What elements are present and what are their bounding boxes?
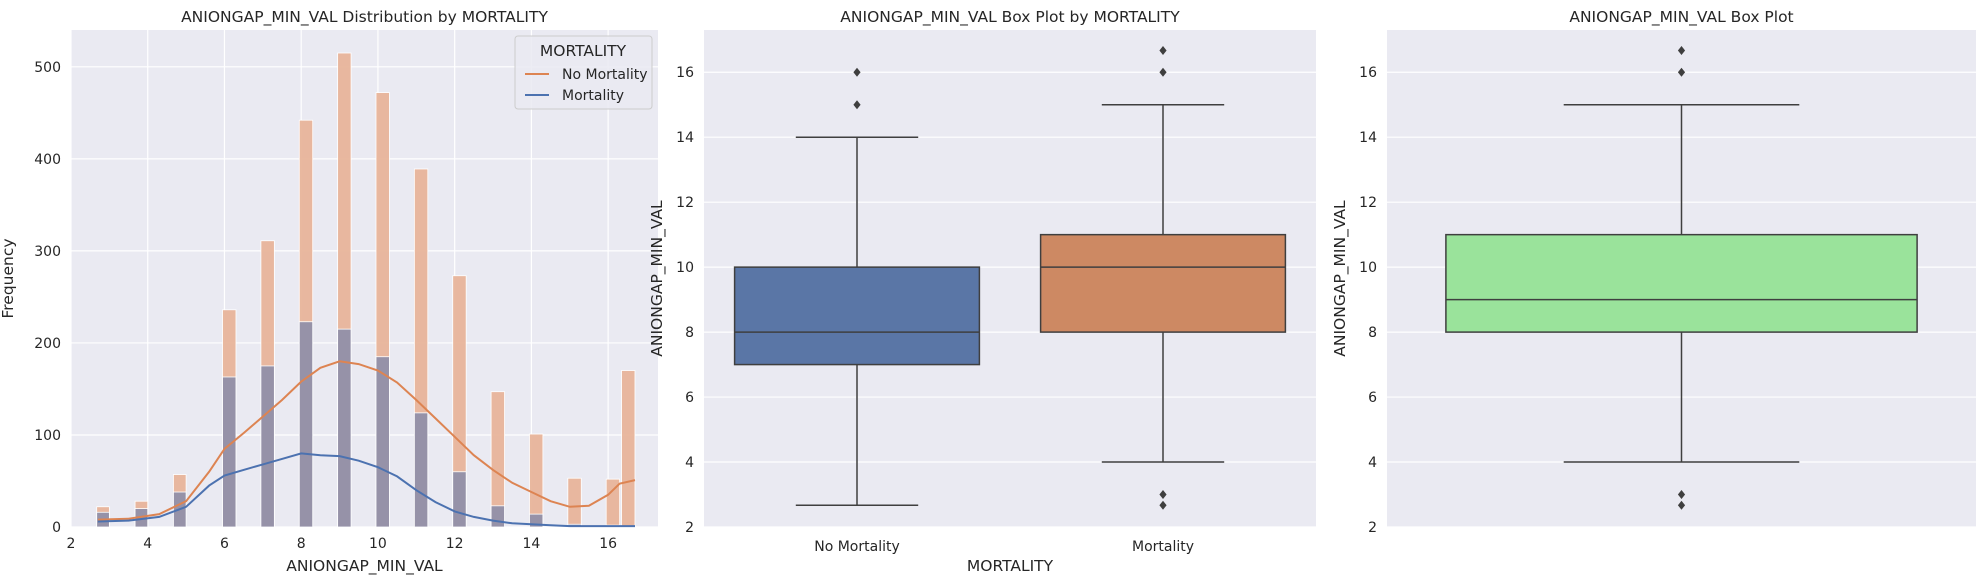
y-tick-label: 4 bbox=[1368, 455, 1377, 471]
y-tick-label: 12 bbox=[1359, 195, 1377, 211]
legend-title: MORTALITY bbox=[540, 42, 627, 60]
y-tick-label: 0 bbox=[52, 520, 61, 536]
outlier-point bbox=[1159, 45, 1167, 55]
legend-entry: No Mortality bbox=[562, 67, 648, 83]
y-tick-label: 10 bbox=[676, 260, 694, 276]
outlier-point bbox=[1677, 500, 1686, 510]
outlier-point bbox=[853, 100, 861, 110]
bar-no-mortality bbox=[529, 433, 544, 528]
panel-2: ANIONGAP_MIN_VAL Box Plot by MORTALITY 2 4… bbox=[648, 8, 1316, 575]
y-tick-label: 2 bbox=[1368, 520, 1377, 536]
x-tick-label: 2 bbox=[67, 536, 76, 552]
y-tick-label: 10 bbox=[1359, 260, 1377, 276]
iqr-box bbox=[1039, 233, 1287, 333]
bar-mortality bbox=[452, 471, 467, 528]
outlier-point bbox=[1677, 45, 1686, 55]
x-axis-label: MORTALITY bbox=[967, 557, 1054, 575]
x-tick-label: No Mortality bbox=[814, 539, 900, 555]
y-tick-label: 300 bbox=[34, 244, 61, 260]
y-tick-label: 14 bbox=[1359, 130, 1377, 146]
y-tick-label: 16 bbox=[676, 65, 694, 81]
panel-3: ANIONGAP_MIN_VAL Box Plot 2 4 6 8 10 12 14 16 ANI… bbox=[1331, 8, 1976, 536]
outlier-point bbox=[1159, 500, 1167, 510]
iqr-box bbox=[1445, 233, 1918, 333]
bar-mortality bbox=[375, 356, 390, 528]
kde-line-mortality bbox=[97, 452, 635, 528]
y-tick-label: 2 bbox=[685, 520, 694, 536]
outlier-point bbox=[1159, 67, 1167, 77]
y-tick-label: 500 bbox=[34, 60, 61, 76]
y-tick-label: 8 bbox=[685, 325, 694, 341]
box-0 bbox=[733, 67, 981, 506]
x-tick-label: 8 bbox=[297, 536, 306, 552]
iqr-box bbox=[733, 266, 981, 366]
bar-mortality bbox=[413, 412, 429, 528]
y-tick-label: 12 bbox=[676, 195, 694, 211]
y-tick-label: 6 bbox=[685, 390, 694, 406]
outlier-point bbox=[1677, 490, 1686, 500]
x-tick-label: 6 bbox=[220, 536, 229, 552]
chart-title: ANIONGAP_MIN_VAL Distribution by MORTALI… bbox=[181, 8, 548, 27]
y-tick-label: 400 bbox=[34, 152, 61, 168]
y-tick-label: 6 bbox=[1368, 390, 1377, 406]
x-tick-label: 14 bbox=[522, 536, 540, 552]
x-tick-label: 12 bbox=[446, 536, 464, 552]
bar-no-mortality bbox=[621, 370, 636, 528]
bar-mortality bbox=[490, 505, 505, 528]
x-tick-label: 10 bbox=[369, 536, 387, 552]
x-tick-label: 16 bbox=[599, 536, 617, 552]
bar-mortality bbox=[222, 376, 237, 528]
box-1 bbox=[1039, 45, 1287, 510]
y-tick-label: 8 bbox=[1368, 325, 1377, 341]
y-tick-label: 4 bbox=[685, 455, 694, 471]
y-tick-label: 200 bbox=[34, 336, 61, 352]
x-axis-label: ANIONGAP_MIN_VAL bbox=[286, 557, 443, 576]
bar-mortality bbox=[260, 365, 275, 528]
x-tick-label: Mortality bbox=[1132, 539, 1194, 555]
legend: MORTALITY No Mortality Mortality bbox=[514, 35, 653, 110]
y-tick-label: 100 bbox=[34, 428, 61, 444]
y-axis-label: ANIONGAP_MIN_VAL bbox=[648, 200, 667, 357]
outlier-point bbox=[1677, 67, 1686, 77]
chart-title: ANIONGAP_MIN_VAL Box Plot bbox=[1569, 8, 1793, 27]
panel-1: ANIONGAP_MIN_VAL Distribution by MORTALI… bbox=[0, 8, 658, 576]
chart-title: ANIONGAP_MIN_VAL Box Plot by MORTALITY bbox=[840, 8, 1180, 27]
plot-area bbox=[71, 30, 658, 527]
kde-line-no-mortality bbox=[97, 360, 636, 521]
outlier-point bbox=[853, 67, 861, 77]
bar-mortality bbox=[337, 328, 352, 528]
outlier-point bbox=[1159, 490, 1167, 500]
bar-mortality bbox=[298, 321, 314, 528]
box-overall bbox=[1445, 45, 1918, 510]
legend-entry: Mortality bbox=[562, 88, 624, 104]
legend-box bbox=[514, 35, 653, 110]
x-tick-label: 4 bbox=[143, 536, 152, 552]
bar-no-mortality bbox=[567, 477, 582, 528]
y-axis-label: ANIONGAP_MIN_VAL bbox=[1331, 200, 1350, 357]
y-tick-label: 16 bbox=[1359, 65, 1377, 81]
y-tick-label: 14 bbox=[676, 130, 694, 146]
y-axis-label: Frequency bbox=[0, 238, 17, 318]
